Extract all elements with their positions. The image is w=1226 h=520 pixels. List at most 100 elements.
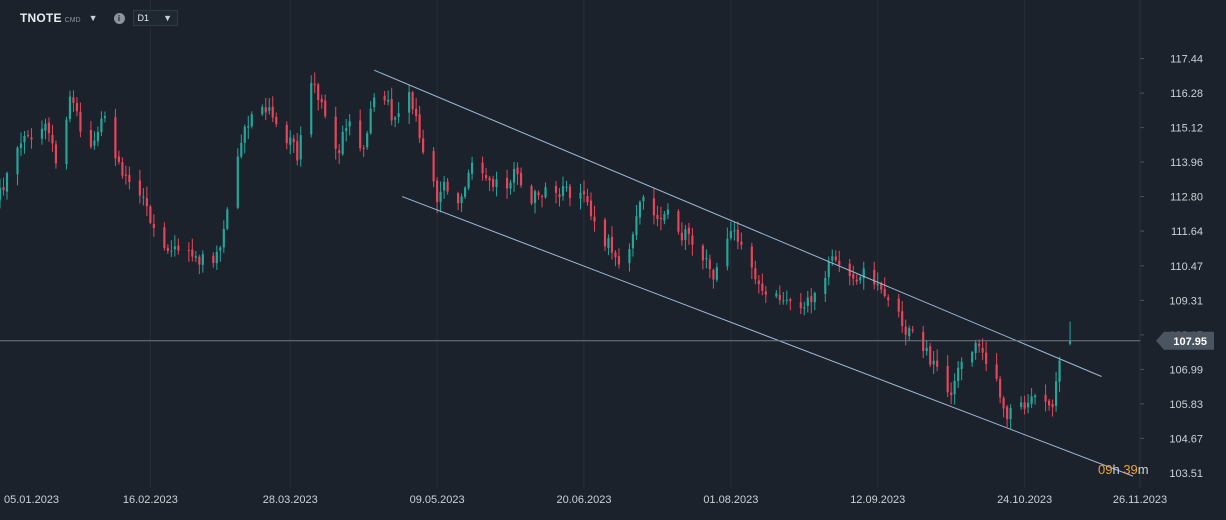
candle-body-bear bbox=[922, 332, 925, 351]
candle-body-bear bbox=[929, 346, 932, 365]
candle-body-bear bbox=[712, 269, 715, 280]
candle-body-bull bbox=[827, 261, 830, 278]
candle-body-bull bbox=[345, 128, 348, 132]
x-tick-label: 01.08.2023 bbox=[703, 494, 758, 506]
candle-body-bull bbox=[443, 181, 446, 191]
candle-body-bull bbox=[932, 360, 935, 365]
candle-body-bear bbox=[26, 135, 30, 137]
candle-body-bull bbox=[684, 229, 687, 240]
candle-body-bull bbox=[729, 231, 732, 239]
candle-body-bear bbox=[855, 279, 858, 282]
candle-body-bull bbox=[908, 328, 911, 337]
candle-body-bear bbox=[505, 177, 509, 189]
x-tick-label: 09.05.2023 bbox=[410, 494, 465, 506]
candle-body-bull bbox=[460, 196, 463, 204]
candle-body-bear bbox=[978, 343, 981, 347]
candle-body-bull bbox=[953, 380, 956, 395]
candle-body-bear bbox=[383, 95, 386, 101]
candle-body-bull bbox=[268, 107, 271, 111]
candle-body-bear bbox=[848, 263, 851, 276]
candle-body-bull bbox=[974, 342, 977, 353]
candle-body-bull bbox=[925, 347, 928, 352]
candle-body-bear bbox=[838, 260, 841, 265]
x-tick-label: 20.06.2023 bbox=[556, 494, 611, 506]
candle-body-bull bbox=[226, 209, 229, 229]
info-icon[interactable]: i bbox=[113, 12, 125, 24]
candle-body-bear bbox=[950, 392, 953, 396]
candle-body-bull bbox=[366, 133, 369, 148]
timeframe-dropdown-icon: ▼ bbox=[163, 13, 172, 23]
candle-body-bear bbox=[708, 259, 711, 270]
candle-body-bear bbox=[79, 111, 82, 132]
bar-countdown: 09h 39m bbox=[1098, 462, 1149, 477]
candle-body-bull bbox=[68, 96, 72, 119]
y-tick-label: 116.28 bbox=[1170, 88, 1203, 100]
candle-body-bear bbox=[362, 147, 365, 149]
symbol-type: CMD bbox=[64, 16, 81, 24]
candle-body-bear bbox=[415, 108, 418, 117]
candle-body-bear bbox=[114, 117, 117, 159]
candle-body-bear bbox=[275, 116, 278, 124]
symbol-name[interactable]: TNOTE bbox=[20, 11, 62, 25]
candle-body-bull bbox=[23, 135, 26, 143]
candle-body-bear bbox=[680, 232, 683, 241]
countdown-minutes-unit: m bbox=[1137, 462, 1149, 477]
candle-body-bear bbox=[359, 120, 362, 149]
candle-body-bull bbox=[170, 250, 173, 252]
candle-body-bull bbox=[299, 135, 302, 160]
candle-body-bull bbox=[957, 367, 960, 381]
candle-body-bull bbox=[100, 118, 103, 133]
candle-body-bear bbox=[54, 144, 58, 164]
candle-body-bear bbox=[652, 198, 656, 216]
candle-body-bear bbox=[981, 347, 984, 353]
candle-body-bull bbox=[635, 216, 638, 236]
candle-body-bear bbox=[834, 256, 837, 261]
candle-body-bear bbox=[911, 329, 914, 331]
x-tick-label: 16.02.2023 bbox=[123, 494, 178, 506]
candle-body-bear bbox=[757, 280, 760, 285]
candle-body-bear bbox=[418, 114, 421, 139]
candle-body-bear bbox=[457, 193, 460, 204]
candle-body-bear bbox=[145, 197, 148, 207]
candle-body-bull bbox=[859, 277, 862, 281]
timeframe-select[interactable]: D1 ▼ bbox=[132, 10, 178, 26]
countdown-hours-unit: h bbox=[1112, 462, 1120, 477]
candle-body-bear bbox=[30, 137, 33, 140]
countdown-minutes: 39 bbox=[1123, 462, 1138, 477]
candle-body-bear bbox=[687, 227, 690, 235]
candle-body-bear bbox=[603, 219, 607, 247]
candle-body-bear bbox=[296, 141, 299, 161]
candle-body-bear bbox=[177, 245, 180, 251]
candle-body-bear bbox=[617, 256, 621, 265]
candle-body-bull bbox=[638, 201, 642, 218]
y-tick-label: 106.99 bbox=[1169, 364, 1203, 376]
candle-body-bear bbox=[799, 302, 802, 309]
candle-body-bull bbox=[261, 107, 264, 115]
candle-body-bear bbox=[904, 326, 907, 335]
candle-body-bull bbox=[715, 267, 718, 280]
candle-body-bull bbox=[464, 187, 467, 197]
candle-body-bull bbox=[16, 147, 19, 175]
candle-body-bear bbox=[149, 206, 152, 223]
candle-body-bear bbox=[491, 179, 495, 187]
candle-body-bear bbox=[121, 162, 124, 176]
x-tick-label: 28.03.2023 bbox=[263, 494, 318, 506]
candle-body-bull bbox=[512, 168, 516, 183]
candle-body-bull bbox=[467, 172, 470, 189]
candle-body-bear bbox=[537, 192, 540, 196]
candle-body-bear bbox=[264, 107, 267, 113]
candle-body-bull bbox=[439, 191, 442, 202]
candle-body-bull bbox=[862, 268, 865, 279]
candle-body-bull bbox=[40, 128, 44, 139]
candle-body-bull bbox=[960, 361, 963, 370]
x-tick-label: 24.10.2023 bbox=[997, 494, 1052, 506]
symbol-dropdown-icon[interactable]: ▼ bbox=[88, 13, 98, 23]
candle-body-bear bbox=[271, 106, 274, 118]
candle-body-bull bbox=[628, 249, 631, 264]
candle-body-bear bbox=[852, 274, 855, 279]
x-tick-label: 26.11.2023 bbox=[1113, 494, 1167, 506]
candle-body-bull bbox=[394, 117, 397, 120]
candle-body-bear bbox=[51, 134, 54, 144]
